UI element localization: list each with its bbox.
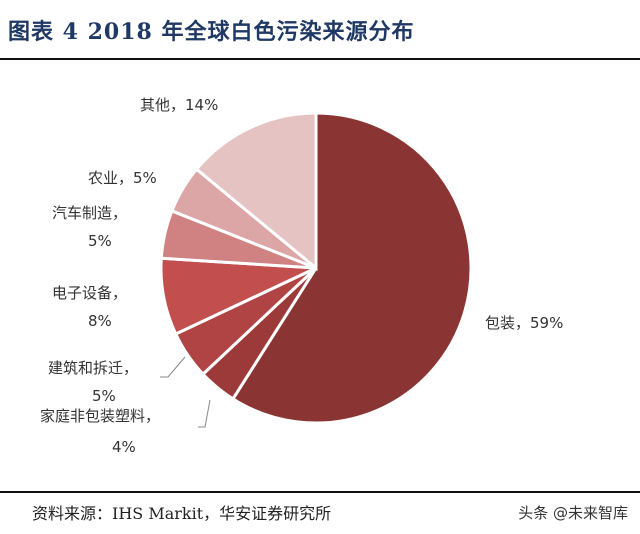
source-note: 资料来源：IHS Markit，华安证券研究所 xyxy=(32,504,332,523)
data-label-1: 家庭非包装塑料， xyxy=(40,407,160,425)
data-label-pct-1: 4% xyxy=(112,438,136,456)
leader-line-1 xyxy=(198,399,211,428)
pie-slice-6 xyxy=(194,111,318,272)
data-label-0: 包装，59% xyxy=(485,314,563,332)
title-rule xyxy=(0,58,640,60)
watermark: 头条 @未来智库 xyxy=(518,504,628,522)
data-label-3: 电子设备， xyxy=(52,284,127,302)
chart-title: 图表 4 2018 年全球白色污染来源分布 xyxy=(8,19,415,45)
data-label-pct-4: 5% xyxy=(88,232,112,250)
leader-line-2 xyxy=(160,356,186,378)
data-label-6: 其他，14% xyxy=(140,96,218,114)
data-label-4: 汽车制造， xyxy=(52,204,127,222)
data-label-pct-2: 5% xyxy=(92,387,116,405)
data-label-pct-3: 8% xyxy=(88,312,112,330)
pie-slice-0 xyxy=(230,111,473,425)
footer-rule xyxy=(0,491,640,493)
data-label-2: 建筑和拆迁， xyxy=(48,359,138,377)
data-label-5: 农业，5% xyxy=(88,169,157,187)
